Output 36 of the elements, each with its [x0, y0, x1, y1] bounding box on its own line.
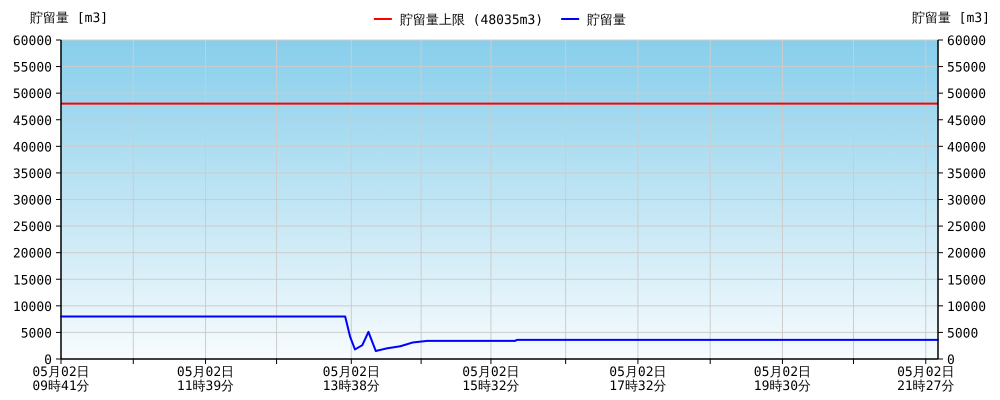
y2-tick-label: 5000 [947, 326, 978, 342]
y-tick-label: 55000 [12, 60, 52, 76]
y-tick-label: 25000 [12, 220, 52, 236]
x-tick-label: 05月02日 13時38分 [322, 365, 380, 394]
y2-tick-label: 35000 [947, 166, 986, 182]
y-tick-label: 45000 [12, 114, 52, 129]
y2-tick-label: 60000 [947, 34, 986, 49]
y-tick-label: 35000 [12, 166, 52, 182]
y-tick-label: 20000 [12, 246, 52, 262]
y2-tick-label: 15000 [947, 273, 986, 288]
y-tick-label: 60000 [12, 34, 52, 49]
y2-tick-label: 10000 [947, 300, 986, 315]
y2-tick-label: 50000 [947, 87, 986, 102]
x-tick-label: 05月02日 17時32分 [609, 365, 667, 394]
y-tick-label: 40000 [12, 140, 52, 156]
y-axis-title: 貯留量 [m3] [30, 11, 108, 26]
y2-tick-label: 55000 [947, 60, 986, 76]
y-tick-label: 30000 [12, 194, 52, 208]
y-tick-label: 10000 [12, 300, 52, 315]
x-tick-label: 05月02日 21時27分 [897, 365, 954, 394]
legend-label: 貯留量上限 (48035m3) [400, 13, 544, 28]
legend-label: 貯留量 [587, 13, 626, 28]
x-tick-label: 05月02日 15時32分 [462, 365, 520, 394]
y2-tick-label: 25000 [947, 220, 986, 236]
y2-tick-label: 30000 [947, 194, 986, 208]
y-tick-label: 0 [44, 353, 52, 368]
x-tick-label: 05月02日 19時30分 [754, 365, 812, 394]
y2-tick-label: 40000 [947, 140, 986, 156]
x-tick-label: 05月02日 11時39分 [176, 365, 234, 394]
y-tick-label: 50000 [12, 87, 52, 102]
y2-tick-label: 20000 [947, 246, 986, 262]
y2-axis-title: 貯留量 [m3] [912, 11, 990, 26]
y2-tick-label: 45000 [947, 114, 986, 129]
y-tick-label: 15000 [12, 273, 52, 288]
y-tick-label: 5000 [20, 326, 52, 342]
x-tick-label: 05月02日 09時41分 [32, 365, 90, 394]
